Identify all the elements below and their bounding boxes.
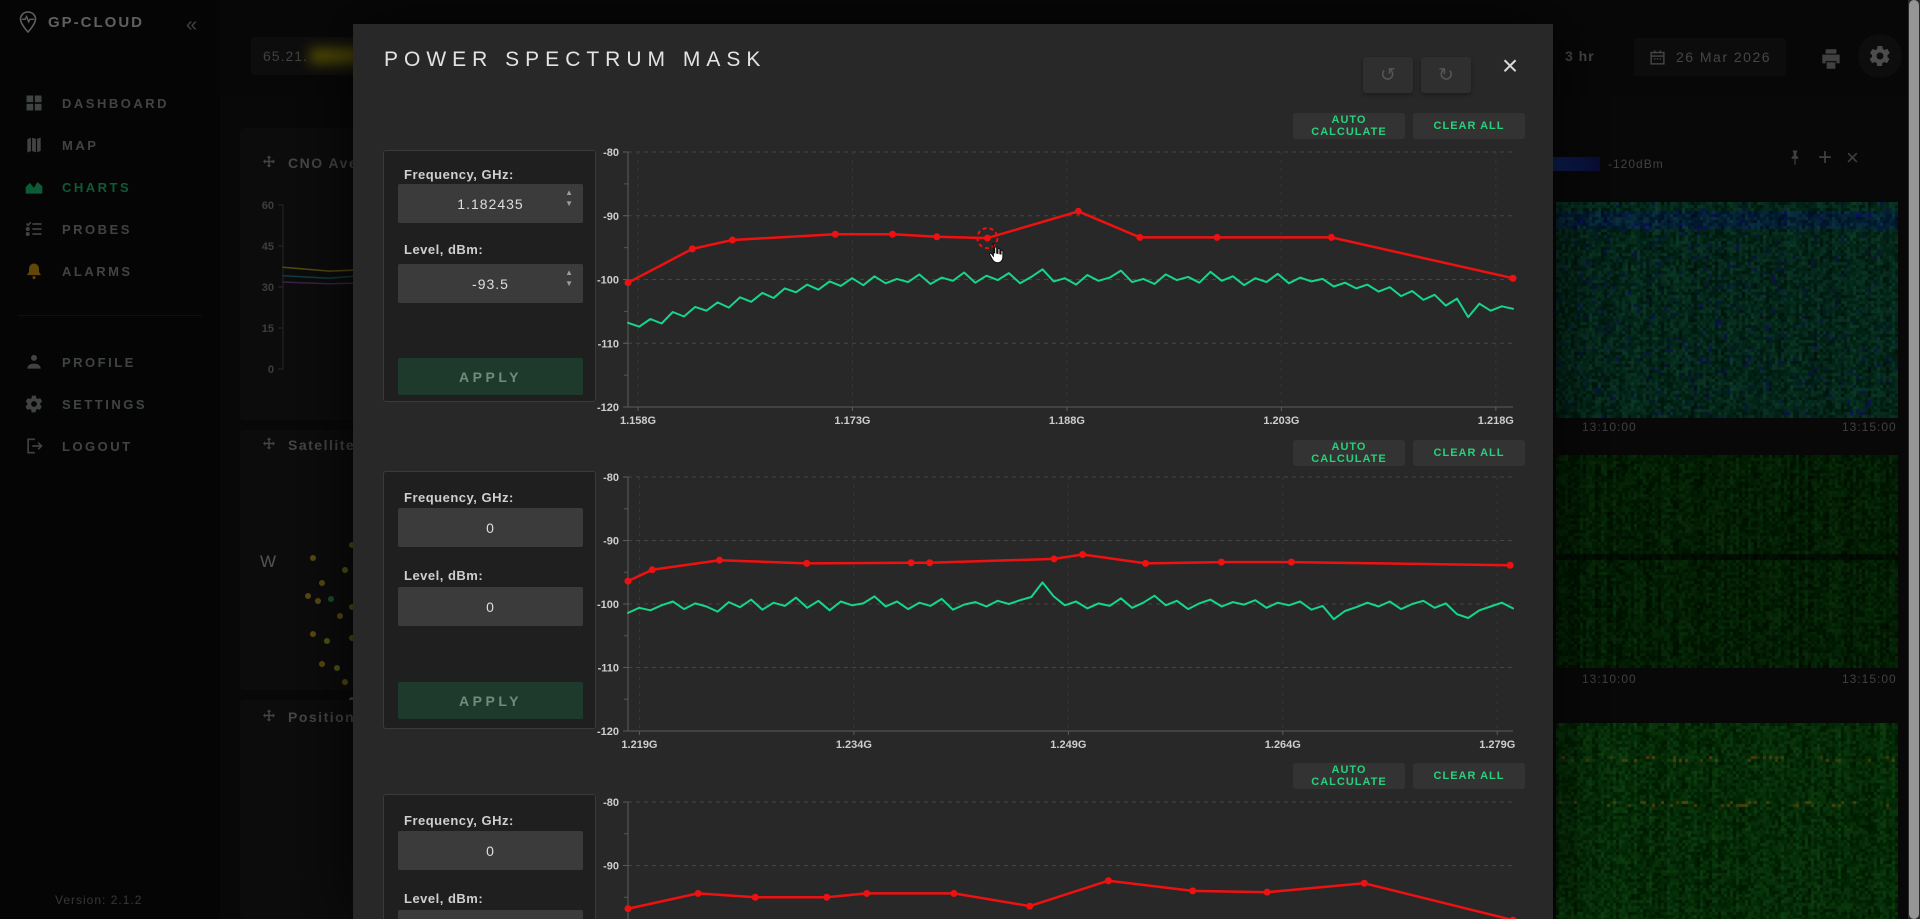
page-scrollbar[interactable] [1908,0,1920,919]
frequency-label: Frequency, GHz: [404,167,514,182]
auto-calculate-button-3[interactable]: AUTO CALCULATE [1293,763,1405,789]
level-value: 0 [486,598,495,615]
spin-up-icon[interactable]: ▲ [565,268,574,277]
svg-text:1.158G: 1.158G [620,415,656,427]
frequency-label: Frequency, GHz: [404,490,514,505]
svg-text:-120: -120 [597,726,619,738]
mask-chart-3[interactable]: -80-90-100-110-120 [603,797,1517,919]
spin-up-icon[interactable]: ▲ [565,188,574,197]
svg-text:-120: -120 [597,402,619,414]
level-value: -93.5 [472,275,509,292]
svg-text:-90: -90 [603,861,619,873]
spin-down-icon[interactable]: ▼ [565,199,574,208]
svg-text:-80: -80 [603,472,619,484]
level-input-2[interactable]: 0 [398,587,583,626]
mask-chart-1[interactable]: -80 -90 -100 -110 -120 1.158G 1.173G 1.188G 1.20… [597,147,1517,427]
clear-all-button-1[interactable]: CLEAR ALL [1413,113,1525,139]
scrollbar-thumb[interactable] [1909,0,1919,919]
level-input-3[interactable] [398,910,583,919]
svg-text:-80: -80 [603,147,619,159]
clear-all-button-2[interactable]: CLEAR ALL [1413,440,1525,466]
level-label: Level, dBm: [404,242,484,257]
frequency-value: 0 [486,842,495,859]
mask-form-2: Frequency, GHz: 0 Level, dBm: 0 APPLY [383,471,596,729]
mask-chart-2[interactable]: -80 -90 -100 -110 -120 1.219G 1.234G 1.249G 1.26… [597,472,1515,751]
svg-text:-80: -80 [603,797,619,809]
frequency-input-3[interactable]: 0 [398,831,583,870]
apply-button-1[interactable]: APPLY [398,358,583,395]
clear-all-button-3[interactable]: CLEAR ALL [1413,763,1525,789]
spinner-arrows[interactable]: ▲ ▼ [565,269,574,288]
mask-form-3: Frequency, GHz: 0 Level, dBm: APPLY [383,794,596,919]
frequency-value: 1.182435 [457,195,524,212]
redo-icon: ↻ [1438,64,1454,86]
svg-text:-110: -110 [598,338,619,350]
mask-form-1: Frequency, GHz: 1.182435 ▲ ▼ Level, dBm: … [383,150,596,402]
auto-calculate-button-2[interactable]: AUTO CALCULATE [1293,440,1405,466]
level-label: Level, dBm: [404,891,484,906]
frequency-input-1[interactable]: 1.182435 ▲ ▼ [398,184,583,223]
svg-text:-100: -100 [597,275,619,287]
svg-text:1.188G: 1.188G [1049,415,1085,427]
svg-text:1.173G: 1.173G [834,415,870,427]
frequency-label: Frequency, GHz: [404,813,514,828]
svg-text:-90: -90 [603,536,619,548]
spin-down-icon[interactable]: ▼ [565,279,574,288]
svg-text:-100: -100 [597,599,619,611]
modal-close-button[interactable]: × [1495,52,1525,82]
svg-text:-110: -110 [598,663,619,675]
redo-button[interactable]: ↻ [1421,57,1471,93]
apply-button-2[interactable]: APPLY [398,682,583,719]
frequency-input-2[interactable]: 0 [398,508,583,547]
close-icon: × [1501,50,1519,81]
svg-text:1.279G: 1.279G [1479,739,1515,751]
spinner-arrows[interactable]: ▲ ▼ [565,189,574,208]
svg-text:1.218G: 1.218G [1478,415,1514,427]
auto-calculate-button-1[interactable]: AUTO CALCULATE [1293,113,1405,139]
power-spectrum-mask-modal: POWER SPECTRUM MASK ↺ ↻ × AUTO CALCULATE… [353,24,1553,919]
level-input-1[interactable]: -93.5 ▲ ▼ [398,264,583,303]
svg-text:1.219G: 1.219G [621,739,657,751]
svg-text:1.264G: 1.264G [1265,739,1301,751]
svg-text:1.234G: 1.234G [836,739,872,751]
undo-button[interactable]: ↺ [1363,57,1413,93]
frequency-value: 0 [486,519,495,536]
modal-title: POWER SPECTRUM MASK [384,48,767,71]
svg-text:-90: -90 [603,211,619,223]
undo-icon: ↺ [1380,64,1396,86]
level-label: Level, dBm: [404,568,484,583]
svg-text:1.249G: 1.249G [1050,739,1086,751]
svg-text:1.203G: 1.203G [1263,415,1299,427]
